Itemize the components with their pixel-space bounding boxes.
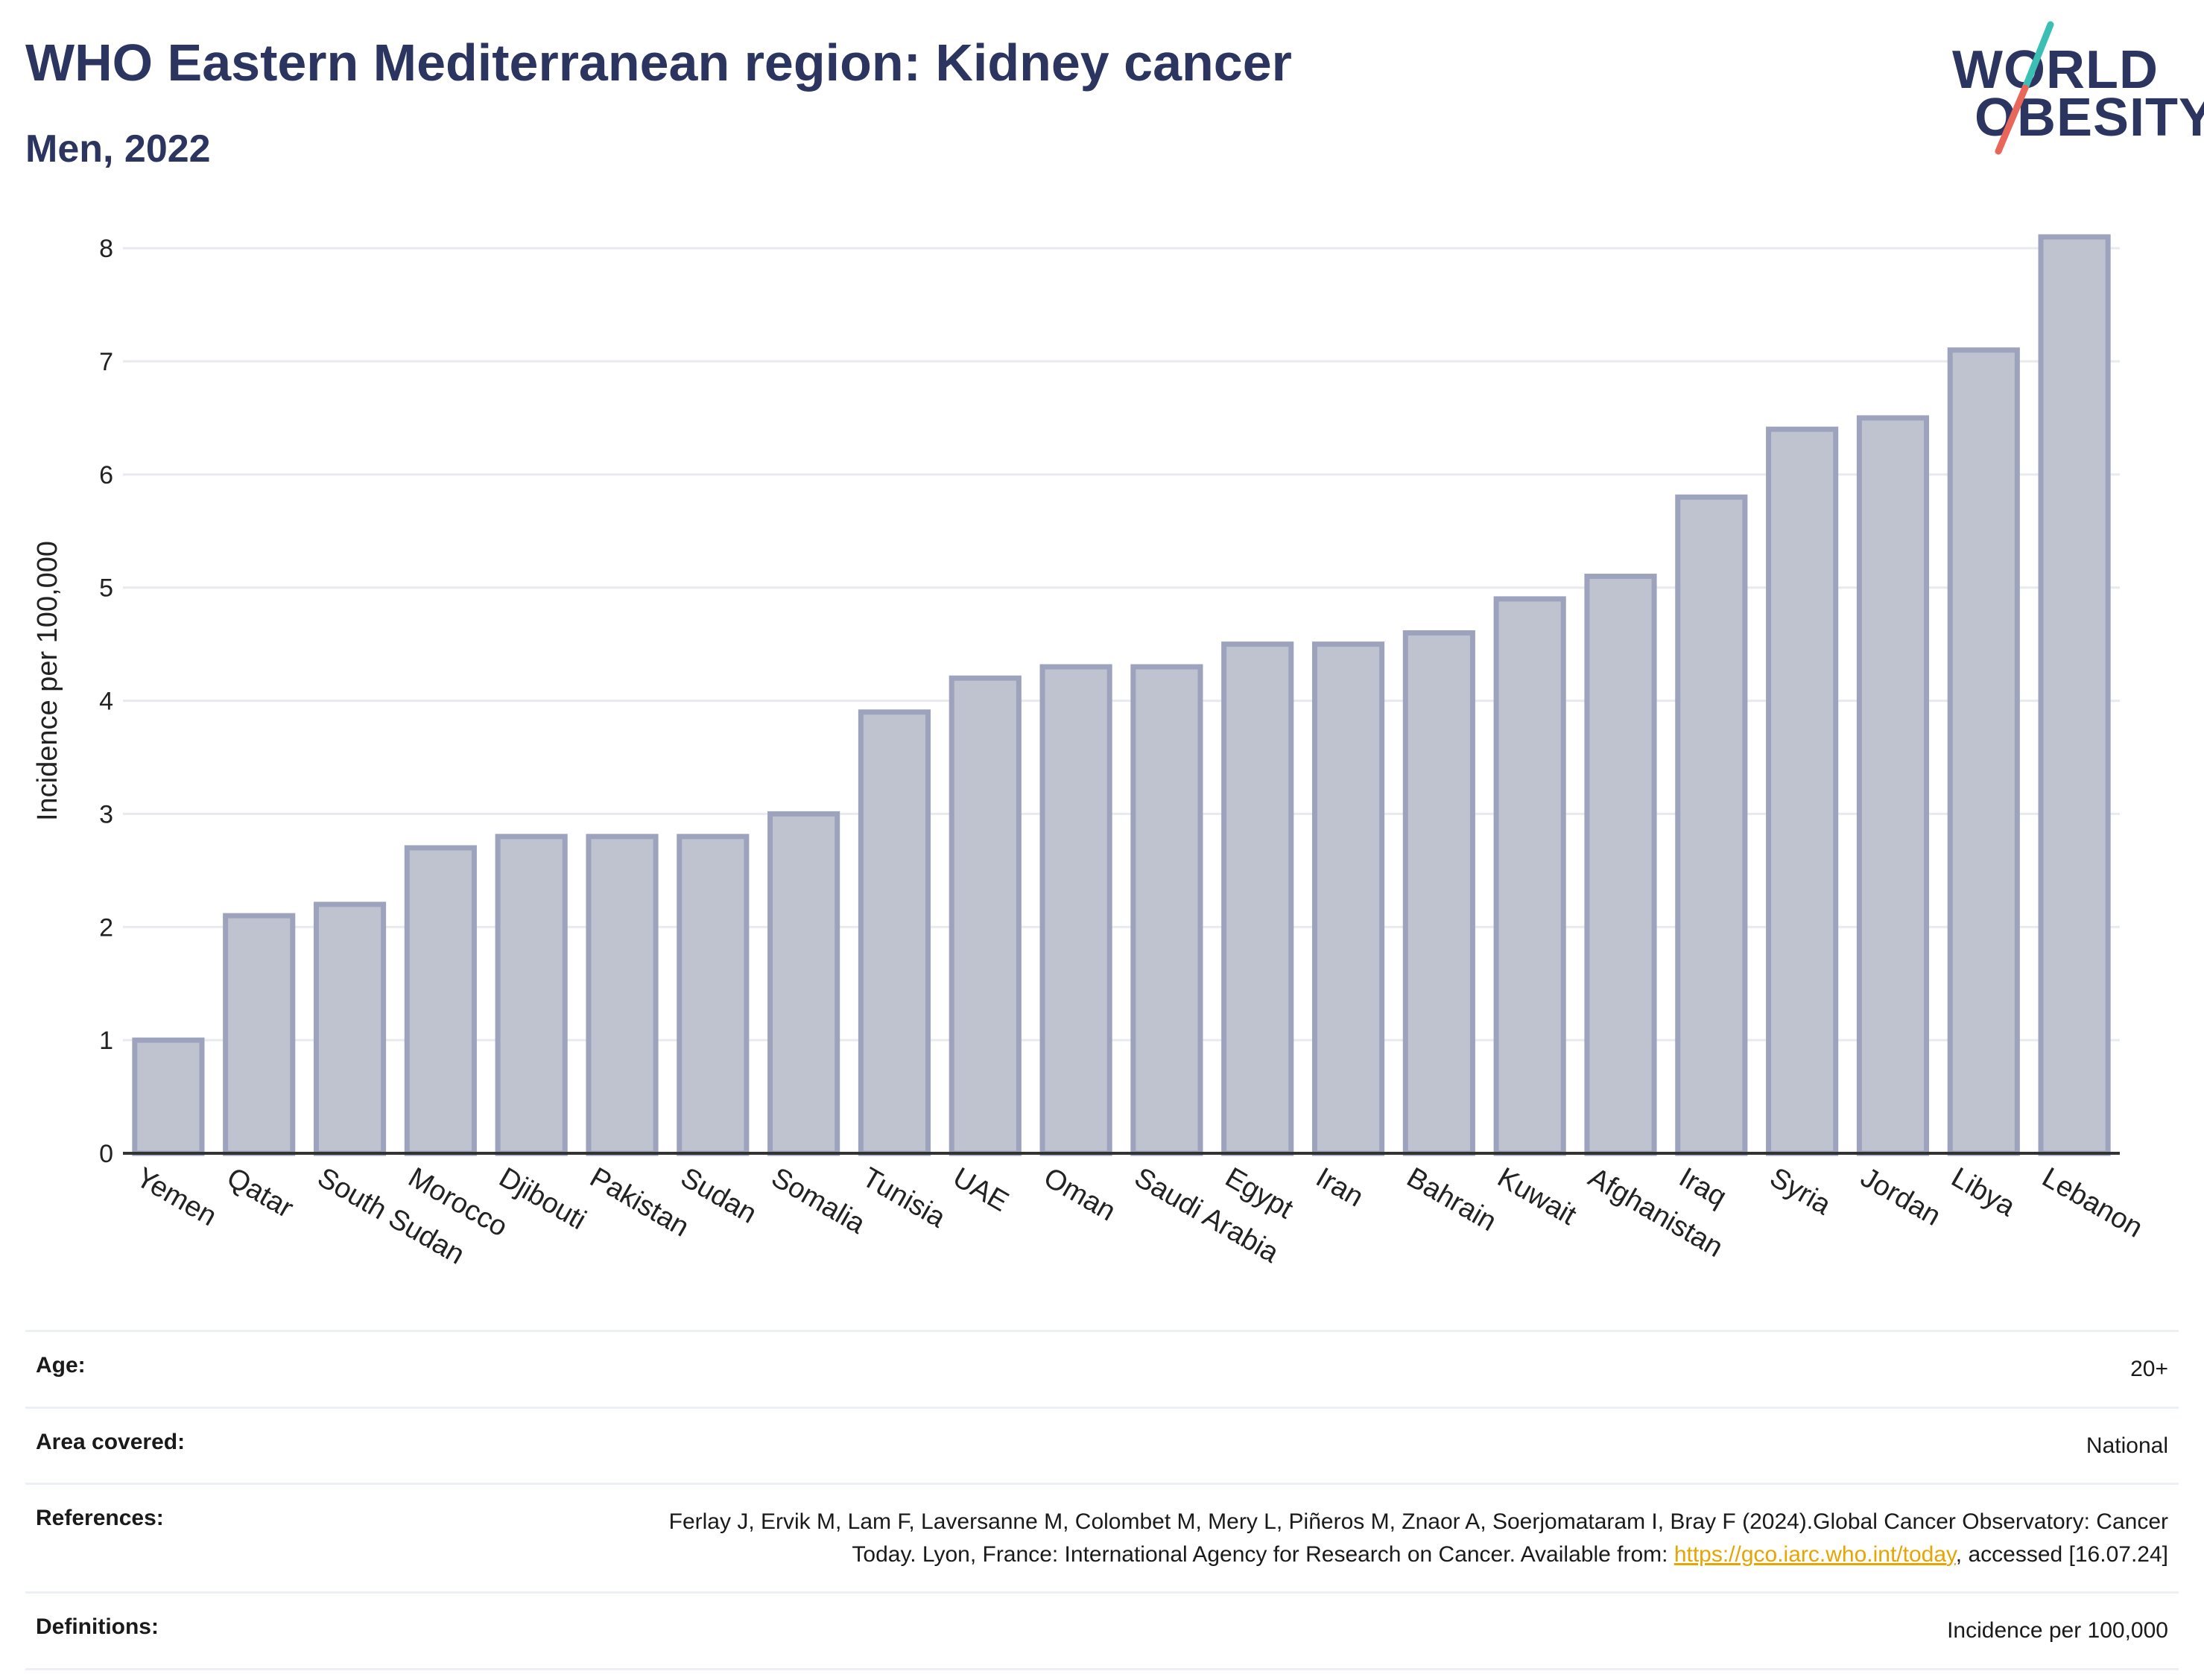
bar-iraq bbox=[1675, 494, 1748, 1156]
bar-egypt bbox=[1221, 641, 1294, 1156]
x-tick-label: Tunisia bbox=[857, 1161, 951, 1234]
references-text: Ferlay J, Ervik M, Lam F, Laversanne M, … bbox=[668, 1509, 2168, 1567]
bar-chart: 0 1 2 3 4 5 6 7 8 Incidence per 100,000 Yemen Qatar… bbox=[32, 234, 2148, 1271]
x-tick-label: Jordan bbox=[1855, 1161, 1946, 1232]
x-tick-label: Libya bbox=[1946, 1161, 2021, 1223]
bar-somalia bbox=[767, 811, 840, 1156]
x-tick-label: Pakistan bbox=[585, 1161, 694, 1243]
x-tick-label: UAE bbox=[948, 1161, 1014, 1217]
y-tick-label: 2 bbox=[99, 913, 113, 942]
y-tick-label: 8 bbox=[99, 235, 113, 263]
bar-jordan bbox=[1856, 415, 1930, 1156]
bar-pakistan bbox=[586, 834, 659, 1156]
bar-yemen bbox=[132, 1037, 205, 1156]
x-tick-label: Bahrain bbox=[1402, 1161, 1501, 1237]
bar-afghanistan bbox=[1584, 574, 1657, 1156]
x-tick-label: Yemen bbox=[130, 1161, 221, 1232]
definitions-label: Definitions: bbox=[36, 1614, 159, 1639]
area-label: Area covered: bbox=[36, 1429, 186, 1454]
x-tick-label: Iran bbox=[1311, 1161, 1369, 1213]
definitions-value: Incidence per 100,000 bbox=[1947, 1618, 2168, 1643]
table-row-age: Age: 20+ bbox=[25, 1330, 2179, 1407]
age-label: Age: bbox=[36, 1353, 86, 1378]
bar-libya bbox=[1947, 347, 2020, 1156]
age-value: 20+ bbox=[2130, 1357, 2168, 1381]
y-tick-label: 7 bbox=[99, 348, 113, 376]
x-tick-label: Iraq bbox=[1673, 1161, 1732, 1213]
bar-south-sudan bbox=[313, 901, 387, 1156]
references-accessed: , accessed [16.07.24] bbox=[1955, 1541, 2168, 1567]
bar-kuwait bbox=[1493, 596, 1566, 1156]
table-row-area: Area covered: National bbox=[25, 1406, 2179, 1483]
chart-subtitle: Men, 2022 bbox=[25, 127, 211, 171]
logo-slash-icon bbox=[1995, 21, 2054, 155]
references-link[interactable]: https://gco.iarc.who.int/today bbox=[1673, 1541, 1956, 1567]
world-obesity-logo: WORLD OBESITY bbox=[1937, 21, 2204, 155]
bar-syria bbox=[1766, 426, 1839, 1156]
references-value: Ferlay J, Ervik M, Lam F, Laversanne M, … bbox=[604, 1506, 2168, 1570]
info-table: Age: 20+ Area covered: National Referenc… bbox=[25, 1330, 2179, 1670]
y-tick-label: 5 bbox=[99, 574, 113, 603]
bar-djibouti bbox=[495, 834, 568, 1156]
y-tick-label: 1 bbox=[99, 1027, 113, 1055]
y-tick-label: 3 bbox=[99, 800, 113, 828]
x-tick-label: Qatar bbox=[221, 1161, 299, 1224]
bar-saudi-arabia bbox=[1130, 664, 1203, 1156]
bar-oman bbox=[1039, 664, 1112, 1156]
y-tick-label: 0 bbox=[99, 1140, 113, 1168]
table-row-definitions: Definitions: Incidence per 100,000 bbox=[25, 1591, 2179, 1670]
bar-iran bbox=[1311, 641, 1385, 1156]
x-tick-label: Somalia bbox=[766, 1161, 871, 1240]
y-axis-label: Incidence per 100,000 bbox=[32, 541, 63, 821]
logo-text-world: WORLD bbox=[1952, 40, 2159, 100]
bar-lebanon bbox=[2038, 234, 2111, 1156]
y-tick-label: 6 bbox=[99, 461, 113, 489]
bar-qatar bbox=[223, 913, 296, 1156]
x-tick-label: Oman bbox=[1039, 1161, 1121, 1227]
x-tick-label: Kuwait bbox=[1492, 1161, 1582, 1232]
bar-tunisia bbox=[858, 709, 931, 1156]
y-tick-label: 4 bbox=[99, 688, 113, 716]
chart-title: WHO Eastern Mediterranean region: Kidney… bbox=[25, 34, 1292, 92]
x-tick-label: Syria bbox=[1764, 1161, 1837, 1221]
references-label: References: bbox=[36, 1506, 164, 1530]
area-value: National bbox=[2086, 1433, 2168, 1458]
table-row-references: References: Ferlay J, Ervik M, Lam F, La… bbox=[25, 1483, 2179, 1591]
bar-bahrain bbox=[1402, 630, 1475, 1156]
x-tick-label: Lebanon bbox=[2037, 1161, 2148, 1243]
bar-morocco bbox=[404, 845, 477, 1156]
bar-uae bbox=[949, 675, 1022, 1156]
bar-sudan bbox=[677, 834, 750, 1156]
x-tick-label: Djibouti bbox=[494, 1161, 592, 1236]
